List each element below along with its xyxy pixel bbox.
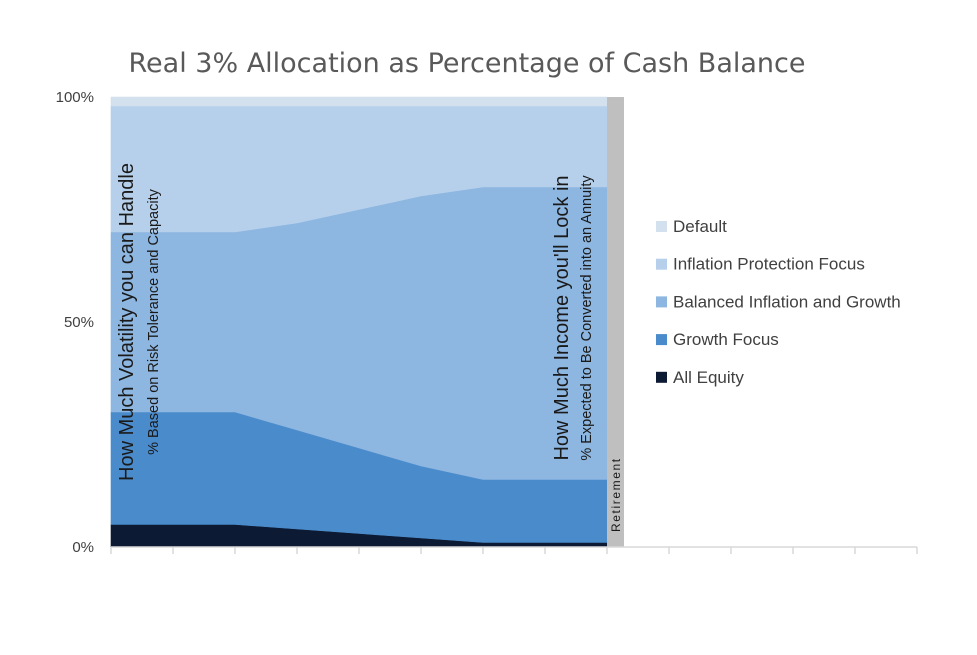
y-tick-label: 0% [72,539,94,556]
legend-label: Balanced Inflation and Growth [673,292,901,311]
stacked-areas [110,96,608,548]
annotations: How Much Volatility you can Handle % Base… [116,163,595,481]
legend-swatch [656,371,667,383]
annotation-main: How Much Volatility you can Handle [116,163,138,481]
area-default [110,96,608,107]
annotation-main: How Much Income you'll Lock in [551,175,573,460]
chart-title: Real 3% Allocation as Percentage of Cash… [128,48,805,79]
retirement-marker: Retirement [607,97,624,547]
y-tick-label: 50% [64,314,94,331]
legend-label: Inflation Protection Focus [673,255,865,274]
legend-label: Growth Focus [673,330,779,349]
retirement-label: Retirement [609,457,623,532]
legend: Default Inflation Protection Focus Balance… [656,217,901,387]
legend-swatch [656,221,667,232]
annotation-sub: % Based on Risk Tolerance and Capacity [146,188,162,454]
legend-swatch [656,296,667,308]
legend-label: All Equity [673,368,744,387]
annotation-sub: % Expected to Be Converted into an Annui… [579,175,595,461]
legend-label: Default [673,217,727,236]
retirement-bar [607,97,624,547]
legend-swatch [656,258,667,270]
legend-swatch [656,334,667,346]
y-tick-label: 100% [56,89,94,106]
axes: 0% 50% 100% [56,89,918,556]
